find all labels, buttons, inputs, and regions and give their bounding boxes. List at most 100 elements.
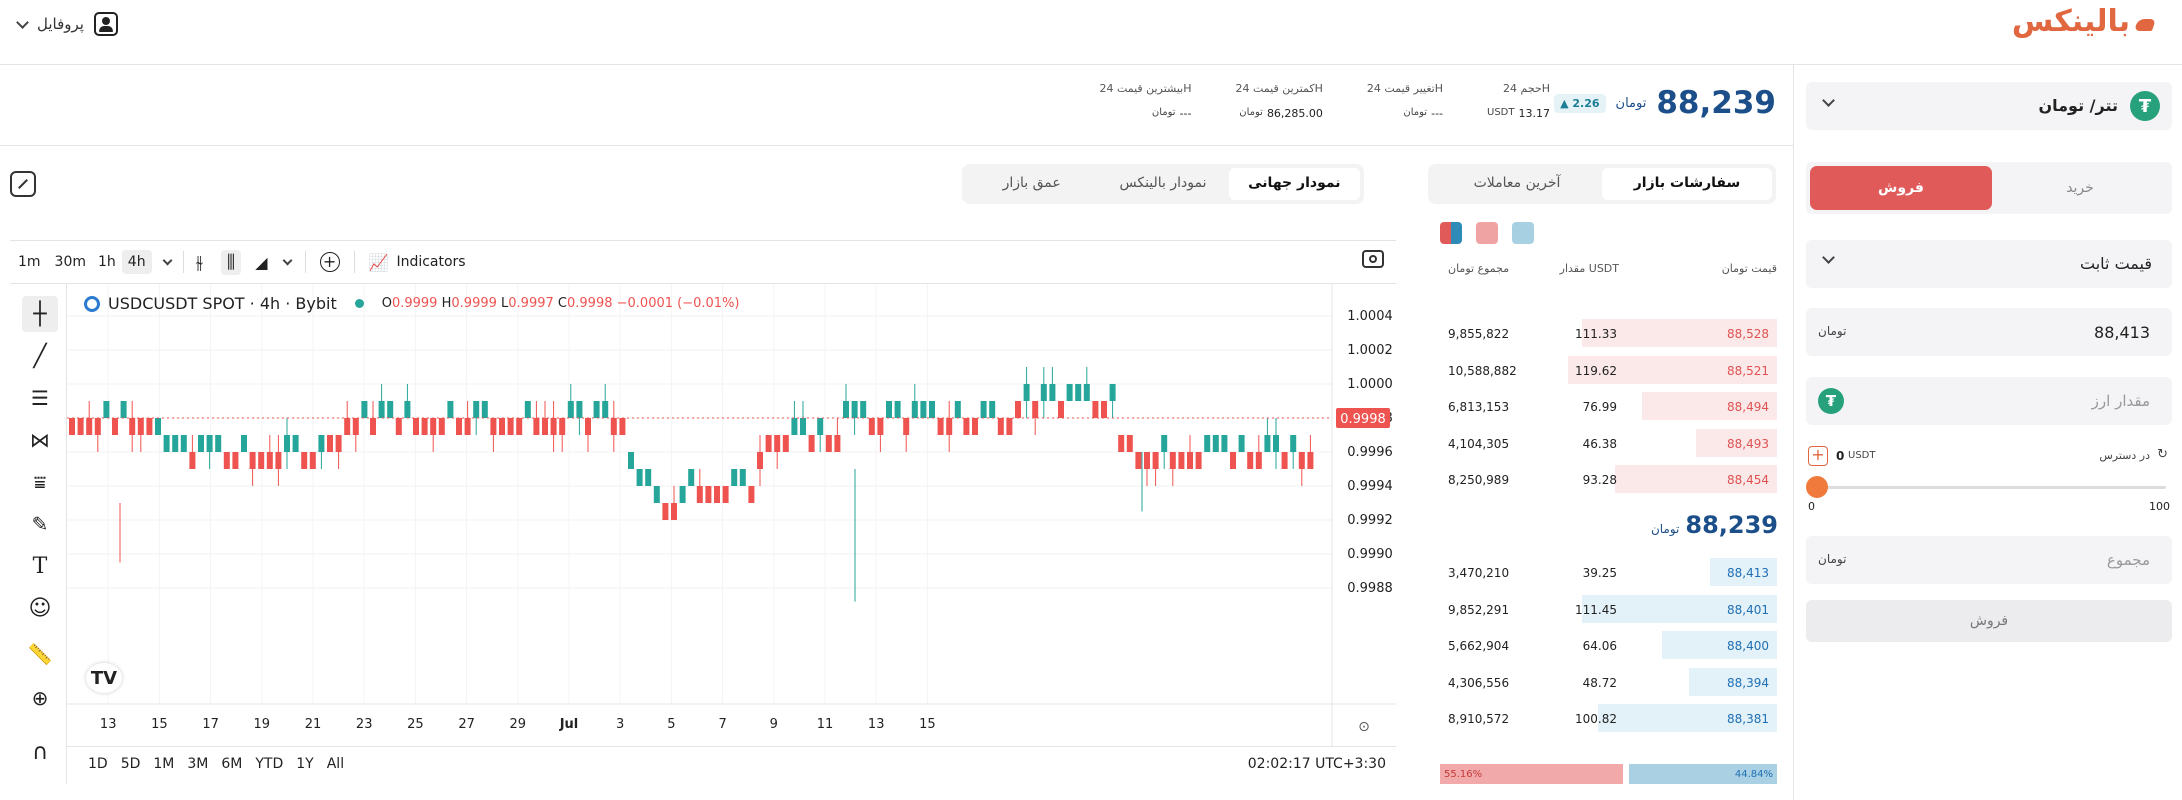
- range-1y[interactable]: 1Y: [296, 756, 314, 772]
- interval-4h[interactable]: 4h: [121, 250, 152, 274]
- candle-body: [318, 435, 325, 452]
- ask-row[interactable]: 88,528 111.33 9,855,822: [1440, 319, 1777, 347]
- camera-icon[interactable]: [1362, 250, 1384, 268]
- stat-value-row: USDT 13.17: [1487, 107, 1550, 120]
- range-1m[interactable]: 1M: [153, 756, 175, 772]
- stat-value: ---: [1179, 107, 1192, 120]
- tab-order-book[interactable]: سفارشات بازار: [1602, 168, 1772, 200]
- refresh-icon[interactable]: ↻: [2157, 447, 2168, 462]
- ask-row[interactable]: 88,521 119.62 10,588,882: [1440, 355, 1777, 384]
- tab-global-chart[interactable]: نمودار جهانی: [1228, 168, 1360, 200]
- tab-depth[interactable]: عمق بازار: [1002, 175, 1061, 191]
- ask-row[interactable]: 88,493 46.38 4,104,305: [1440, 428, 1777, 457]
- tab-last-trades[interactable]: آخرین معاملات: [1473, 175, 1561, 191]
- chevron-down-icon[interactable]: [282, 255, 292, 265]
- measure-icon[interactable]: ⩸: [33, 470, 47, 494]
- range-ytd[interactable]: YTD: [255, 756, 284, 772]
- interval-30m[interactable]: 30m: [54, 254, 86, 270]
- candle-body: [112, 418, 118, 435]
- fib-icon[interactable]: ☰: [31, 386, 49, 410]
- stat-label: بیشترین قیمت 24H: [1099, 82, 1192, 95]
- indicators-icon[interactable]: 📈: [368, 252, 389, 272]
- plus-icon[interactable]: +: [1808, 446, 1828, 466]
- candle-body: [1152, 452, 1159, 469]
- price-tick: 1.0002: [1347, 343, 1393, 358]
- depth-bar: [1709, 558, 1777, 586]
- candle-body: [877, 418, 884, 435]
- row-total: 9,855,822: [1448, 327, 1510, 341]
- order-type-select[interactable]: قیمت ثابت: [1806, 240, 2172, 288]
- range-6m[interactable]: 6M: [221, 756, 243, 772]
- bid-row[interactable]: 88,394 48.72 4,306,556: [1440, 667, 1777, 696]
- candle-body: [1290, 435, 1297, 452]
- candle-body: [1144, 452, 1150, 469]
- area-icon[interactable]: ◢: [255, 252, 268, 272]
- price-chart[interactable]: 1.0004 1.0002 1.0000 0.9998 0.9996 0.9994 0.99…: [67, 284, 1396, 746]
- pattern-icon[interactable]: ⋈: [30, 428, 50, 452]
- candle-body: [748, 486, 755, 503]
- chevron-down-icon: [16, 15, 29, 29]
- magnet-icon[interactable]: ∩: [31, 739, 49, 765]
- brand-logo[interactable]: بالینکس: [2012, 4, 2157, 39]
- amount-slider[interactable]: 0 100: [1806, 476, 2172, 516]
- zoom-icon[interactable]: ⊕: [31, 686, 49, 710]
- ruler-icon[interactable]: 📏: [27, 642, 53, 666]
- expand-icon[interactable]: [10, 171, 36, 197]
- range-5d[interactable]: 5D: [120, 756, 141, 772]
- price-tick: 1.0000: [1347, 377, 1393, 392]
- bar-style-icon[interactable]: ⫳: [195, 251, 203, 273]
- pair-selector[interactable]: تتر/ تومان ₮: [1806, 82, 2172, 130]
- tradingview-logo-icon[interactable]: TV: [86, 663, 122, 693]
- ask-row[interactable]: 88,454 93.28 8,250,989: [1440, 465, 1777, 493]
- candle-body: [817, 418, 824, 435]
- view-both-icon[interactable]: [1440, 222, 1462, 244]
- candle-body: [1195, 452, 1202, 469]
- row-price: 88,381: [1727, 712, 1769, 726]
- candles-icon[interactable]: ⫼: [220, 249, 242, 275]
- candle-body: [1023, 384, 1030, 401]
- view-bids-icon[interactable]: [1512, 222, 1534, 244]
- bid-row[interactable]: 88,413 39.25 3,470,210: [1440, 558, 1777, 586]
- divider: [10, 283, 1396, 284]
- slider-thumb[interactable]: [1806, 476, 1828, 498]
- trendline-icon[interactable]: ╱: [33, 343, 47, 369]
- candle-body: [172, 435, 179, 452]
- interval-1h[interactable]: 1h: [98, 254, 116, 270]
- plus-circle-icon[interactable]: +: [319, 252, 340, 272]
- price-input[interactable]: تومان 88,413: [1806, 308, 2172, 356]
- candle-body: [155, 418, 161, 435]
- chevron-down-icon[interactable]: [162, 255, 173, 265]
- bid-row[interactable]: 88,400 64.06 5,662,904: [1440, 631, 1777, 659]
- brush-icon[interactable]: ✎: [31, 512, 49, 536]
- total-input[interactable]: تومان مجموع: [1806, 536, 2172, 584]
- emoji-icon[interactable]: ☺: [28, 595, 52, 621]
- view-asks-icon[interactable]: [1476, 222, 1498, 244]
- crosshair-icon[interactable]: ┼: [22, 296, 58, 332]
- amount-input[interactable]: ₮ مقدار ارز: [1806, 377, 2172, 425]
- profile-menu[interactable]: پروفایل: [16, 12, 118, 36]
- submit-sell-button[interactable]: فروش: [1806, 600, 2172, 642]
- date-tick: 17: [202, 717, 219, 732]
- range-all[interactable]: All: [326, 756, 345, 772]
- row-amount: 48.72: [1582, 675, 1617, 690]
- buy-tab[interactable]: خرید: [2066, 180, 2094, 196]
- depth-bar: [1689, 667, 1777, 696]
- candle-body: [146, 418, 153, 435]
- candle-body: [1015, 401, 1021, 418]
- sell-tab[interactable]: فروش: [1810, 166, 1992, 210]
- orderbook-view-toggle: [1440, 222, 1534, 244]
- text-icon[interactable]: T: [32, 553, 48, 579]
- tab-balinex-chart[interactable]: نمودار بالینکس: [1119, 175, 1207, 191]
- date-tick: 7: [718, 717, 726, 732]
- bid-row[interactable]: 88,381 100.82 8,910,572: [1440, 704, 1777, 732]
- ask-row[interactable]: 88,494 76.99 6,813,153: [1440, 392, 1777, 420]
- range-3m[interactable]: 3M: [187, 756, 209, 772]
- indicators-button[interactable]: Indicators: [396, 254, 466, 270]
- candle-body: [266, 452, 273, 469]
- date-tick: 23: [356, 717, 373, 732]
- range-1d[interactable]: 1D: [88, 756, 108, 772]
- interval-1m[interactable]: 1m: [18, 254, 41, 270]
- candle-body: [774, 435, 781, 452]
- bid-row[interactable]: 88,401 111.45 9,852,291: [1440, 594, 1777, 623]
- candle-body: [714, 486, 720, 503]
